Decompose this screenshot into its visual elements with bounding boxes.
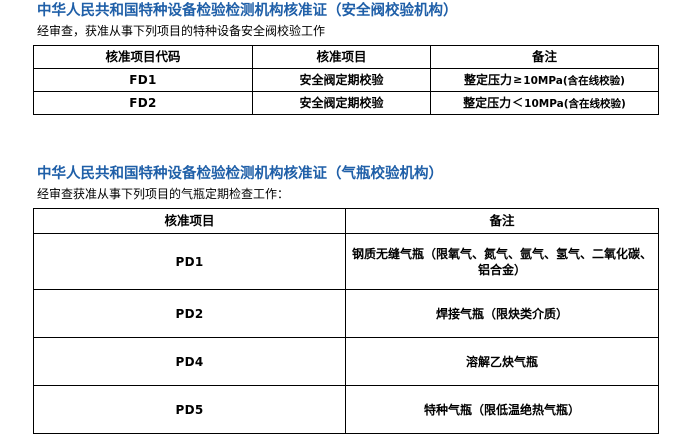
column-header-note: 备注 (345, 208, 659, 234)
cell-code: FD1 (33, 68, 253, 92)
safety-valve-table: 核准项目代码 核准项目 备注 FD1 安全阀定期校验 整定压力≥10MPa(含在… (33, 45, 659, 115)
cell-item: PD2 (33, 289, 346, 338)
section-subtitle-gas-cylinder: 经审查获准从事下列项目的气瓶定期检查工作： (37, 187, 290, 201)
note-operator: ≥ (513, 72, 523, 86)
table-row: FD2 安全阀定期校验 整定压力＜10MPa(含在线校验) (33, 91, 659, 115)
table-header-row: 核准项目 备注 (33, 208, 659, 234)
cell-code: FD2 (33, 91, 253, 115)
table-row: FD1 安全阀定期校验 整定压力≥10MPa(含在线校验) (33, 68, 659, 92)
cell-note: 整定压力＜10MPa(含在线校验) (430, 91, 659, 115)
cell-note: 焊接气瓶（限炔类介质） (345, 289, 659, 338)
table-row: PD1 钢质无缝气瓶（限氧气、氮气、氩气、氢气、二氧化碳、铝合金） (33, 233, 659, 290)
cell-note: 整定压力≥10MPa(含在线校验) (430, 68, 659, 92)
column-header-code: 核准项目代码 (33, 45, 253, 69)
cell-item: PD5 (33, 385, 346, 434)
column-header-item: 核准项目 (252, 45, 431, 69)
note-suffix: 10MPa(含在线校验) (524, 97, 626, 110)
column-header-note: 备注 (430, 45, 659, 69)
cell-item: PD1 (33, 233, 346, 290)
cell-item: 安全阀定期校验 (252, 68, 431, 92)
cell-item: PD4 (33, 337, 346, 386)
section-title-safety-valve: 中华人民共和国特种设备检验检测机构核准证（安全阀校验机构） (37, 3, 458, 19)
section-gas-cylinder: 中华人民共和国特种设备检验检测机构核准证（气瓶校验机构） 经审查获准从事下列项目… (0, 163, 683, 434)
note-prefix: 整定压力 (464, 72, 513, 87)
note-prefix: 整定压力 (463, 95, 512, 110)
table-header-row: 核准项目代码 核准项目 备注 (33, 45, 659, 69)
note-operator: ＜ (512, 95, 524, 109)
table-row: PD5 特种气瓶（限低温绝热气瓶） (33, 385, 659, 434)
section-title-gas-cylinder: 中华人民共和国特种设备检验检测机构核准证（气瓶校验机构） (37, 166, 443, 182)
section-subtitle-safety-valve: 经审查，获准从事下列项目的特种设备安全阀校验工作 (37, 24, 326, 38)
note-suffix: 10MPa(含在线校验) (523, 74, 625, 87)
cell-item: 安全阀定期校验 (252, 91, 431, 115)
table-row: PD2 焊接气瓶（限炔类介质） (33, 289, 659, 338)
table-row: PD4 溶解乙炔气瓶 (33, 337, 659, 386)
cell-note: 钢质无缝气瓶（限氧气、氮气、氩气、氢气、二氧化碳、铝合金） (345, 233, 659, 290)
section-safety-valve: 中华人民共和国特种设备检验检测机构核准证（安全阀校验机构） 经审查，获准从事下列… (0, 0, 683, 115)
gas-cylinder-table: 核准项目 备注 PD1 钢质无缝气瓶（限氧气、氮气、氩气、氢气、二氧化碳、铝合金… (33, 208, 659, 434)
column-header-item: 核准项目 (33, 208, 346, 234)
cell-note: 溶解乙炔气瓶 (345, 337, 659, 386)
cell-note: 特种气瓶（限低温绝热气瓶） (345, 385, 659, 434)
